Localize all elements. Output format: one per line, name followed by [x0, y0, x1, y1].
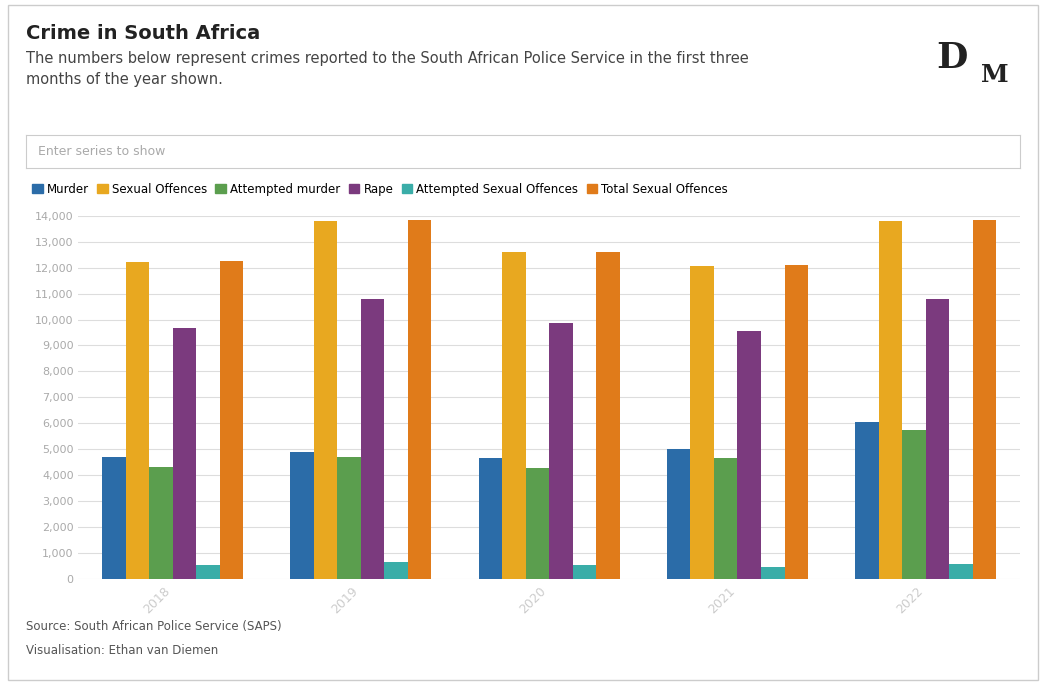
Bar: [101, 457, 126, 579]
Bar: [173, 328, 197, 579]
Bar: [126, 262, 149, 579]
Bar: [926, 299, 950, 579]
Bar: [879, 221, 902, 579]
Text: The numbers below represent crimes reported to the South African Police Service : The numbers below represent crimes repor…: [26, 51, 749, 88]
Bar: [902, 430, 926, 579]
Bar: [361, 299, 385, 579]
Bar: [290, 452, 314, 579]
Bar: [950, 564, 973, 579]
Bar: [549, 323, 572, 579]
Text: Crime in South Africa: Crime in South Africa: [26, 24, 260, 43]
Bar: [384, 562, 408, 579]
Bar: [197, 565, 220, 579]
Bar: [690, 266, 713, 579]
Bar: [761, 567, 784, 579]
Bar: [478, 458, 502, 579]
Bar: [596, 252, 619, 579]
Bar: [337, 458, 361, 579]
Bar: [220, 261, 243, 579]
Text: Source: South African Police Service (SAPS): Source: South African Police Service (SA…: [26, 620, 281, 633]
Bar: [149, 467, 173, 579]
Legend: Murder, Sexual Offences, Attempted murder, Rape, Attempted Sexual Offences, Tota: Murder, Sexual Offences, Attempted murde…: [32, 183, 728, 195]
Bar: [784, 265, 808, 579]
Bar: [525, 468, 549, 579]
Bar: [502, 252, 525, 579]
Bar: [573, 565, 596, 579]
Text: M: M: [981, 63, 1008, 88]
Bar: [667, 449, 690, 579]
Text: Visualisation: Ethan van Diemen: Visualisation: Ethan van Diemen: [26, 644, 219, 657]
Bar: [737, 331, 761, 579]
Bar: [856, 422, 879, 579]
Bar: [408, 221, 432, 579]
Bar: [973, 221, 996, 579]
Bar: [314, 221, 337, 579]
Text: D: D: [936, 41, 968, 75]
Text: Enter series to show: Enter series to show: [38, 145, 165, 158]
Bar: [713, 458, 737, 579]
